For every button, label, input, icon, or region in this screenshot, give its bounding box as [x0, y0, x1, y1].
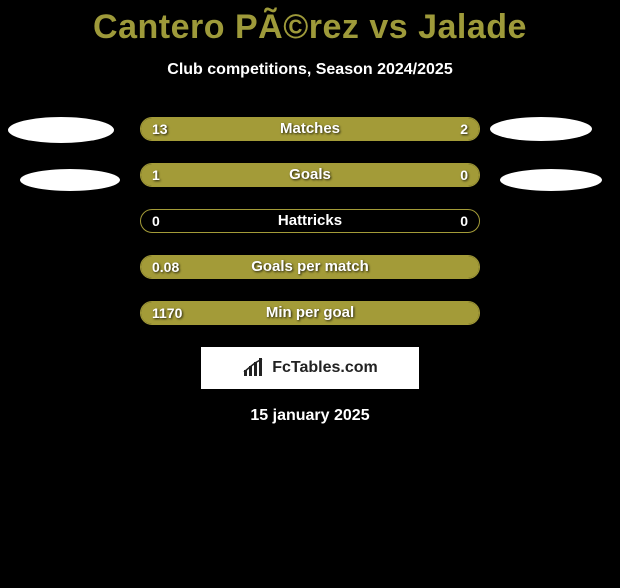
bar-chart-icon: [242, 358, 268, 378]
metric-label: Matches: [140, 117, 480, 141]
decorative-ellipse: [500, 169, 602, 191]
decorative-ellipse: [8, 117, 114, 143]
metric-label: Hattricks: [140, 209, 480, 233]
comparison-chart: 132Matches10Goals00Hattricks0.08Goals pe…: [0, 117, 620, 325]
brand-text: FcTables.com: [272, 359, 378, 377]
date-label: 15 january 2025: [0, 407, 620, 425]
metric-label: Goals per match: [140, 255, 480, 279]
brand-badge[interactable]: FcTables.com: [201, 347, 419, 389]
subtitle: Club competitions, Season 2024/2025: [0, 61, 620, 79]
metric-row: 1170Min per goal: [0, 301, 620, 325]
metric-label: Min per goal: [140, 301, 480, 325]
metric-row: 00Hattricks: [0, 209, 620, 233]
page-title: Cantero PÃ©rez vs Jalade: [0, 8, 620, 47]
metric-row: 0.08Goals per match: [0, 255, 620, 279]
decorative-ellipse: [490, 117, 592, 141]
decorative-ellipse: [20, 169, 120, 191]
metric-label: Goals: [140, 163, 480, 187]
